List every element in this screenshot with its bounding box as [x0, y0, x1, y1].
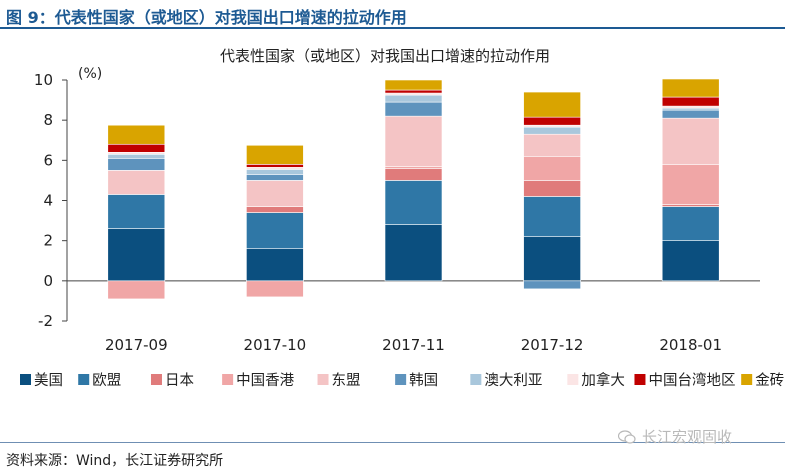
watermark: 长江宏观固收 — [618, 426, 732, 447]
legend-swatch — [150, 374, 162, 385]
bar-segment — [107, 280, 166, 300]
bar-segment — [523, 124, 581, 128]
bar-segment — [661, 206, 720, 241]
y-tick-label: 4 — [43, 192, 53, 210]
legend-swatch — [222, 374, 234, 385]
legend-label: 澳大利亚 — [484, 372, 542, 389]
bar-segment — [523, 116, 581, 126]
wechat-icon — [618, 429, 636, 444]
bar-segment — [107, 154, 166, 159]
header-divider — [0, 27, 785, 29]
bar-segment — [523, 196, 581, 237]
bar-segment — [246, 164, 304, 168]
legend: 美国 欧盟 日本 中国香港 东盟 韩国 澳大利亚 加拿大 中国台湾地区 金砖国家 — [20, 371, 785, 389]
x-tick-label: 2017-12 — [521, 336, 584, 354]
bar-segment — [384, 168, 443, 181]
bar-segment — [661, 109, 720, 119]
legend-label: 美国 — [34, 372, 63, 389]
bar-segment — [246, 180, 304, 207]
x-tick-label: 2017-10 — [244, 336, 307, 354]
bar-segment — [523, 126, 581, 135]
bar-segment — [661, 240, 720, 282]
bar-segment — [384, 115, 443, 167]
bar-segment — [107, 158, 166, 171]
y-tick-label: 10 — [34, 71, 53, 89]
footer-divider — [0, 442, 785, 443]
bar-segment — [246, 248, 304, 282]
bar-segment — [246, 174, 304, 181]
legend-swatch — [78, 374, 90, 385]
plot-area: -2 0 2 4 6 8 10 2017-09 2017-10 2017-11 2017-12 201… — [34, 71, 760, 354]
legend-label: 加拿大 — [581, 371, 625, 389]
y-tick-label: -2 — [38, 312, 53, 330]
y-tick-label: 0 — [43, 272, 53, 290]
bar-segment — [523, 91, 581, 118]
bar-segment — [523, 180, 581, 197]
legend-swatch — [317, 374, 329, 385]
legend-label: 欧盟 — [92, 372, 121, 389]
watermark-text: 长江宏观固收 — [642, 428, 733, 446]
chart-title: 代表性国家（或地区）对我国出口增速的拉动作用 — [220, 47, 550, 65]
legend-label: 韩国 — [409, 372, 438, 389]
bar-segment — [661, 107, 720, 111]
legend-swatch — [395, 374, 407, 385]
bar-segment — [523, 156, 581, 181]
legend-label: 东盟 — [332, 372, 361, 389]
bar-segment — [107, 170, 166, 195]
bar-segment — [246, 280, 304, 298]
bar-segment — [384, 92, 443, 96]
figure-header: 图 9：代表性国家（或地区）对我国出口增速的拉动作用 — [0, 0, 785, 29]
bar-segment — [246, 212, 304, 250]
bar-segment — [523, 236, 581, 282]
bar-segment — [661, 96, 720, 107]
legend-swatch — [470, 374, 482, 385]
legend-swatch — [634, 374, 646, 385]
bar-segment — [246, 144, 304, 165]
bar-segment — [384, 94, 443, 103]
legend-swatch — [20, 374, 31, 385]
legend-label: 金砖国家 — [755, 372, 785, 389]
bar-segment — [523, 133, 581, 157]
legend-label: 日本 — [165, 372, 194, 389]
chart: 代表性国家（或地区）对我国出口增速的拉动作用 (%) -2 0 2 4 6 8 10 2017… — [20, 47, 785, 389]
bar-segment — [661, 117, 720, 165]
x-tick-label: 2018-01 — [659, 336, 722, 354]
bar-segment — [384, 79, 443, 91]
legend-swatch — [741, 374, 753, 385]
legend-swatch — [567, 374, 579, 385]
bar-segment — [384, 101, 443, 117]
bar-segment — [384, 180, 443, 225]
bar-segment — [246, 167, 304, 170]
bar-segment — [523, 280, 581, 290]
y-axis-unit-label: (%) — [78, 66, 102, 82]
bar-segment — [661, 105, 720, 109]
bar-segment — [384, 166, 443, 169]
legend-label: 中国台湾地区 — [648, 372, 735, 389]
bar-segment — [661, 78, 720, 98]
bar-segment — [107, 152, 166, 155]
x-tick-label: 2017-09 — [105, 336, 168, 354]
bar-segment — [246, 206, 304, 213]
bar-segment — [107, 194, 166, 229]
bar-segment — [384, 89, 443, 94]
bar-segment — [661, 164, 720, 205]
bar-segment — [107, 143, 166, 153]
source-note: 资料来源：Wind，长江证券研究所 — [6, 453, 224, 469]
bar-segment — [107, 124, 166, 145]
y-tick-label: 2 — [43, 232, 53, 250]
figure-title: 图 9：代表性国家（或地区）对我国出口增速的拉动作用 — [6, 8, 407, 27]
x-tick-label: 2017-11 — [382, 336, 445, 354]
y-tick-label: 6 — [43, 151, 53, 169]
legend-label: 中国香港 — [236, 372, 294, 389]
bar-segment — [661, 204, 720, 207]
bar-segment — [246, 169, 304, 175]
bar-segment — [384, 224, 443, 282]
y-tick-label: 8 — [43, 111, 53, 129]
bar-segment — [107, 228, 166, 282]
